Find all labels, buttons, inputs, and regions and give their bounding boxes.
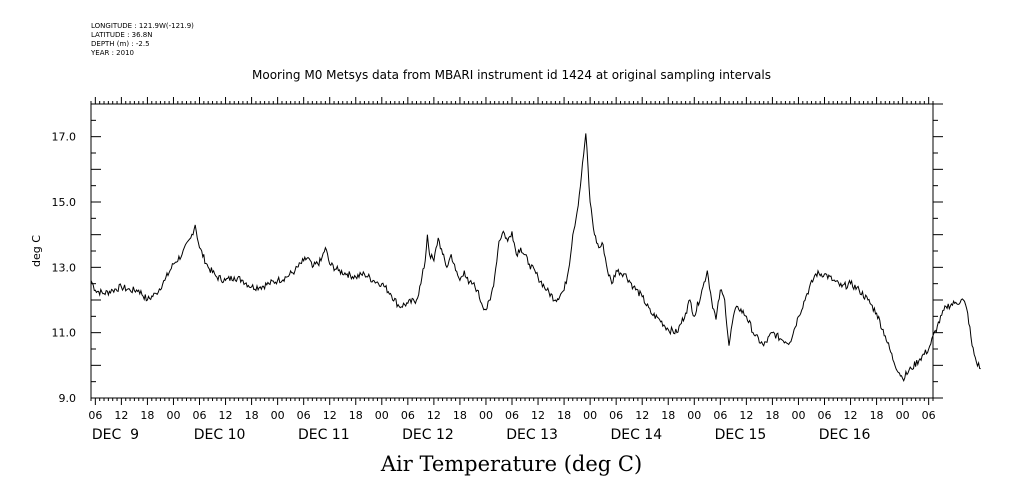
x-day-label: DEC 16	[819, 427, 871, 443]
x-tick-label: 18	[765, 409, 779, 422]
x-tick-label: 00	[375, 409, 389, 422]
y-tick-label: 9.0	[59, 392, 77, 405]
x-day-label: DEC 9	[92, 427, 139, 443]
x-tick-label: 06	[609, 409, 623, 422]
x-tick-label: 06	[713, 409, 727, 422]
x-day-label: DEC 10	[194, 427, 246, 443]
x-tick-label: 06	[505, 409, 519, 422]
y-tick-label: 15.0	[52, 196, 77, 209]
x-tick-label: 00	[583, 409, 597, 422]
x-tick-label: 12	[219, 409, 233, 422]
x-tick-label: 18	[870, 409, 884, 422]
axis-labels: 06 12 18 00 06 12 18 00 06 12 18 00 06 12 18 00 06 12 18 00…	[52, 131, 936, 443]
meta-latitude: LATITUDE : 36.8N	[91, 31, 153, 39]
y-tick-label: 13.0	[52, 261, 77, 274]
x-tick-label: 18	[140, 409, 154, 422]
meta-depth: DEPTH (m) : -2.5	[91, 40, 150, 48]
x-day-label: DEC 11	[298, 427, 350, 443]
x-tick-label: 12	[114, 409, 128, 422]
x-tick-label: 00	[896, 409, 910, 422]
metadata-block: LONGITUDE : 121.9W(-121.9) LATITUDE : 36…	[91, 22, 194, 58]
x-day-label: DEC 12	[402, 427, 454, 443]
x-tick-label: 00	[687, 409, 701, 422]
x-tick-label: 12	[427, 409, 441, 422]
x-tick-label: 12	[739, 409, 753, 422]
x-tick-label: 00	[479, 409, 493, 422]
x-tick-label: 06	[922, 409, 936, 422]
x-tick-label: 18	[453, 409, 467, 422]
x-tick-label: 00	[271, 409, 285, 422]
y-tick-label: 17.0	[52, 131, 77, 144]
meta-year: YEAR : 2010	[91, 49, 134, 57]
temperature-line	[90, 133, 981, 382]
x-axis-title: Air Temperature (deg C)	[380, 452, 643, 476]
meta-longitude: LONGITUDE : 121.9W(-121.9)	[91, 22, 194, 30]
x-tick-label: 06	[817, 409, 831, 422]
x-tick-label: 12	[323, 409, 337, 422]
x-tick-label: 06	[193, 409, 207, 422]
x-day-label: DEC 15	[715, 427, 767, 443]
x-day-label: DEC 13	[506, 427, 558, 443]
x-tick-label: 06	[88, 409, 102, 422]
x-tick-label: 06	[297, 409, 311, 422]
x-tick-label: 18	[557, 409, 571, 422]
x-tick-label: 00	[166, 409, 180, 422]
x-tick-label: 12	[531, 409, 545, 422]
x-tick-label: 18	[349, 409, 363, 422]
plot-frame	[90, 103, 934, 399]
x-day-label: DEC 14	[610, 427, 662, 443]
x-tick-label: 00	[791, 409, 805, 422]
x-tick-label: 18	[661, 409, 675, 422]
x-tick-label: 06	[401, 409, 415, 422]
y-tick-label: 11.0	[52, 327, 77, 340]
x-tick-label: 18	[245, 409, 259, 422]
y-axis-label: deg C	[30, 235, 43, 267]
x-tick-label: 12	[844, 409, 858, 422]
axis-ticks	[90, 97, 943, 405]
x-tick-label: 12	[635, 409, 649, 422]
chart-title: Mooring M0 Metsys data from MBARI instru…	[252, 68, 771, 82]
